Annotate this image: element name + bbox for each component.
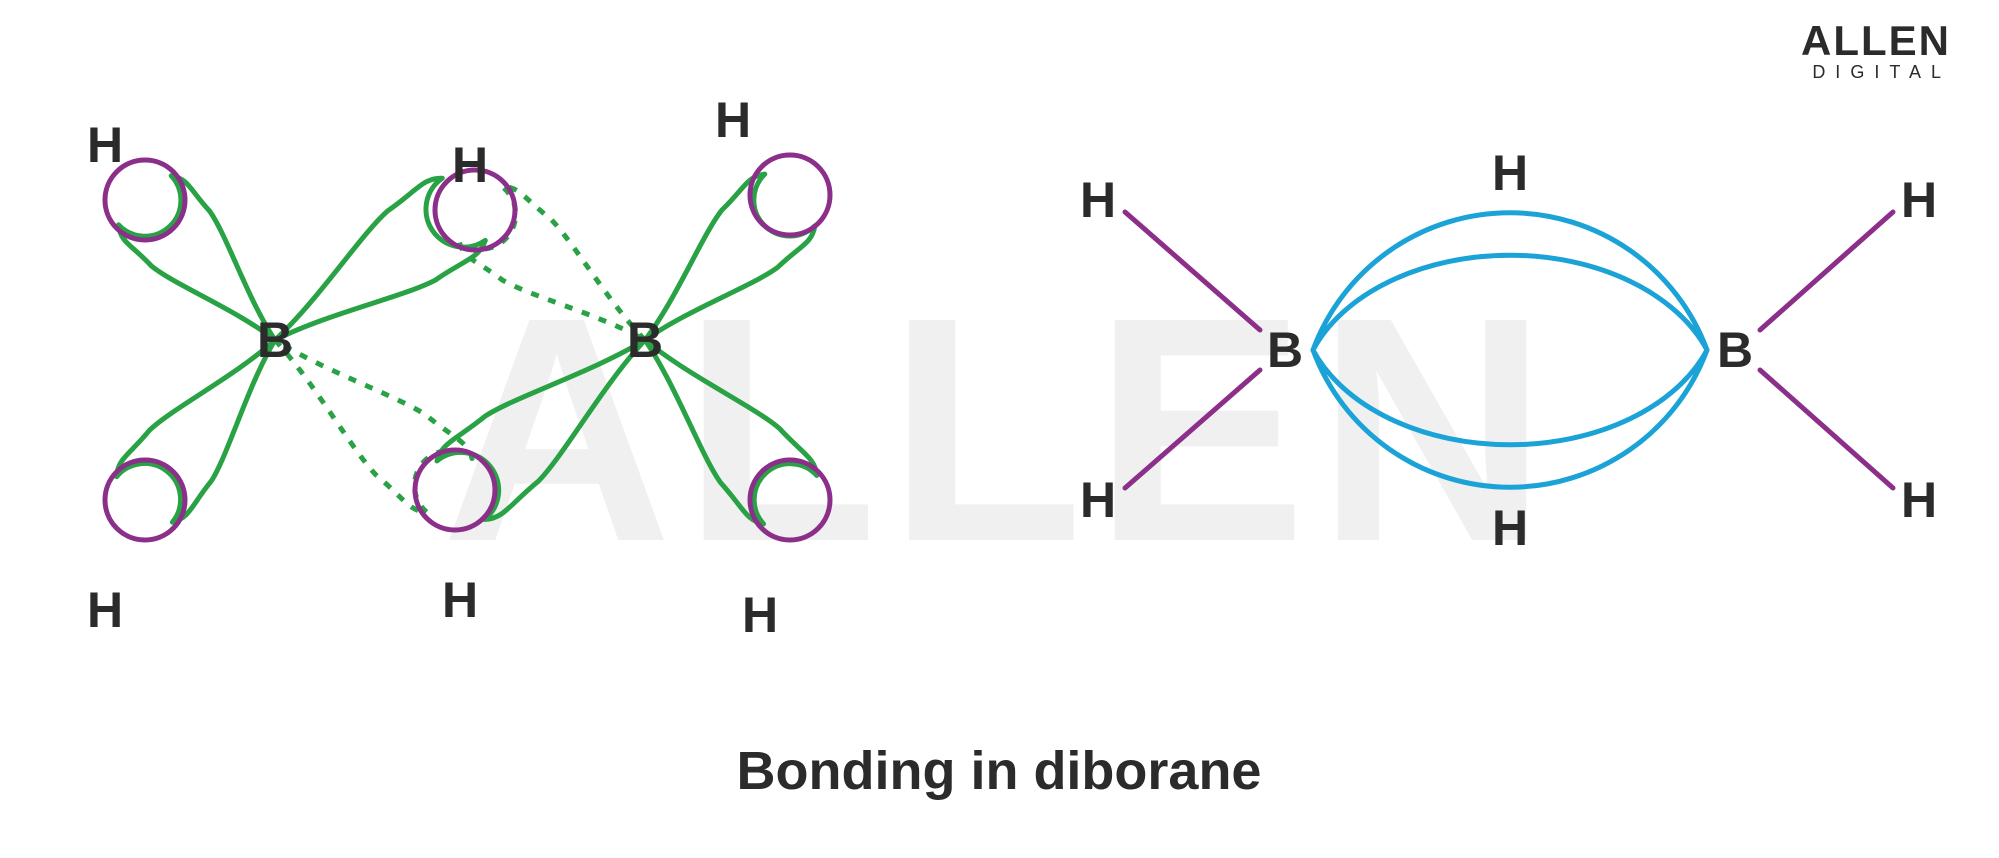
right-bond-diagram xyxy=(1125,212,1893,488)
logo-sub-text: DIGITAL xyxy=(1801,62,1951,84)
diagram-caption: Bonding in diborane xyxy=(737,740,1262,802)
atom-label-H: H xyxy=(1492,144,1528,202)
atom-label-H: H xyxy=(87,581,123,639)
orbital-lobe-dashed xyxy=(275,340,472,512)
orbital-lobe xyxy=(437,340,645,520)
diagram-svg xyxy=(0,0,1999,858)
atom-label-H: H xyxy=(715,91,751,149)
terminal-bond xyxy=(1760,370,1893,488)
atom-label-H: H xyxy=(1901,471,1937,529)
banana-bond xyxy=(1313,213,1707,350)
atom-label-H: H xyxy=(1080,471,1116,529)
banana-bond xyxy=(1313,350,1707,487)
atom-label-H: H xyxy=(742,586,778,644)
hydrogen-s-orbital xyxy=(105,460,185,540)
atom-label-H: H xyxy=(442,571,478,629)
diagram-canvas: ALLEN ALLEN DIGITAL B B H H H H H H B B H H H H H H Bon… xyxy=(0,0,1999,858)
atom-label-H: H xyxy=(1492,499,1528,557)
left-orbital-diagram xyxy=(105,155,830,540)
orbital-lobe xyxy=(117,340,275,522)
logo-main-text: ALLEN xyxy=(1801,22,1951,60)
atom-label-B: B xyxy=(1717,321,1753,379)
terminal-bond xyxy=(1125,212,1260,330)
orbital-lobe-dashed xyxy=(459,186,645,340)
atom-label-H: H xyxy=(1901,171,1937,229)
atom-label-B: B xyxy=(627,311,663,369)
terminal-bond xyxy=(1125,370,1260,488)
atom-label-H: H xyxy=(87,116,123,174)
atom-label-H: H xyxy=(452,136,488,194)
terminal-bond xyxy=(1760,212,1893,330)
orbital-lobe xyxy=(119,176,275,340)
atom-label-H: H xyxy=(1080,171,1116,229)
atom-label-B: B xyxy=(257,311,293,369)
hydrogen-s-orbital xyxy=(415,450,495,530)
hydrogen-s-orbital xyxy=(750,460,830,540)
orbital-lobe xyxy=(645,340,817,524)
brand-logo: ALLEN DIGITAL xyxy=(1801,22,1951,83)
orbital-lobe xyxy=(645,174,815,340)
orbital-lobe xyxy=(275,178,485,340)
atom-label-B: B xyxy=(1267,321,1303,379)
hydrogen-s-orbital xyxy=(750,155,830,235)
